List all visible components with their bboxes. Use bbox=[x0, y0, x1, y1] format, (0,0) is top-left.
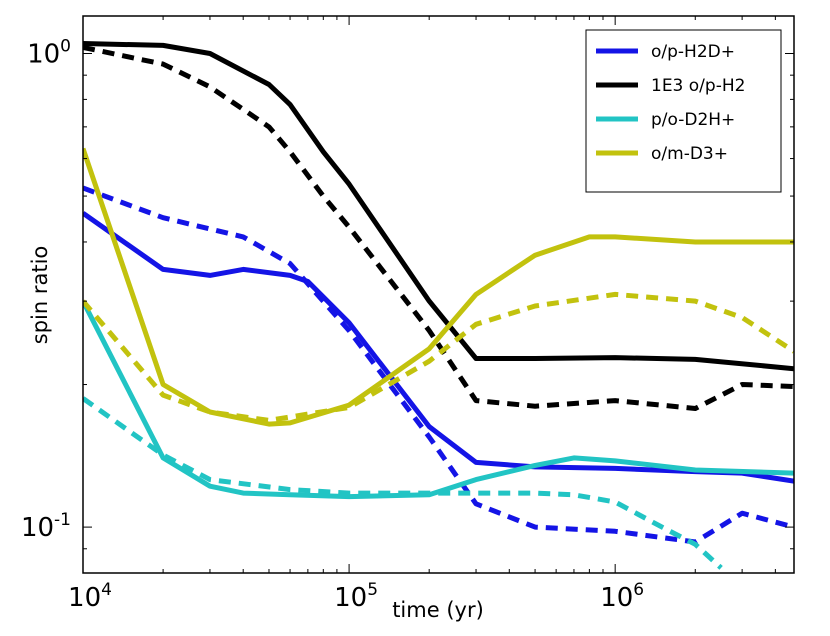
series-line-3-dashed bbox=[83, 44, 794, 411]
legend-label: 1E3 o/p-H2 bbox=[651, 76, 745, 96]
x-axis-label: time (yr) bbox=[392, 598, 484, 622]
y-tick-label: 100 bbox=[27, 37, 71, 70]
legend-label: o/p-H2D+ bbox=[651, 42, 735, 62]
legend-label: p/o-D2H+ bbox=[651, 110, 735, 130]
series-line-6-solid bbox=[83, 147, 794, 427]
series-line-1-dashed bbox=[83, 185, 794, 545]
series-layer bbox=[83, 41, 794, 570]
plot-frame bbox=[82, 15, 795, 574]
tick-label-layer: 104 105 106 100 10-1 bbox=[21, 37, 644, 613]
x-tick-label: 105 bbox=[334, 580, 378, 613]
y-axis-label: spin ratio bbox=[28, 246, 52, 345]
tick-layer bbox=[82, 16, 794, 574]
series-line-7-dashed bbox=[83, 291, 794, 423]
series-line-5-dashed bbox=[83, 396, 723, 570]
series-line-2-solid bbox=[83, 41, 794, 372]
legend-frame bbox=[585, 29, 782, 193]
legend: o/p-H2D+ 1E3 o/p-H2 p/o-D2H+ o/m-D3+ bbox=[585, 29, 782, 193]
y-tick-label: 10-1 bbox=[21, 510, 71, 543]
x-tick-label: 104 bbox=[68, 580, 112, 613]
legend-label: o/m-D3+ bbox=[651, 144, 728, 164]
x-tick-label: 106 bbox=[600, 580, 644, 613]
